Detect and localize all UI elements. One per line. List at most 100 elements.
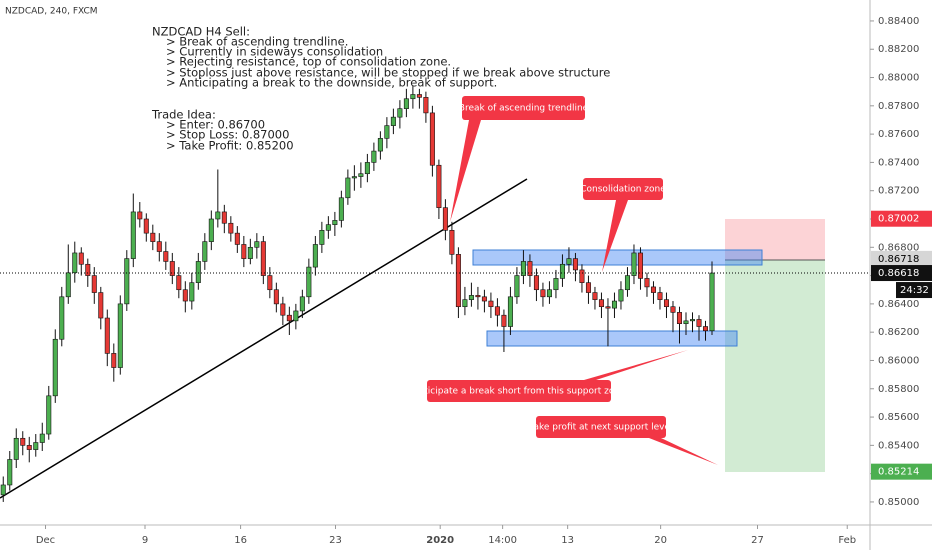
candle-body <box>33 442 39 450</box>
candle-body <box>371 150 377 163</box>
candle-body <box>306 266 312 298</box>
candle-body <box>98 292 104 319</box>
candle-body <box>377 138 383 152</box>
candle-body <box>533 275 539 291</box>
candle-body <box>436 164 442 208</box>
candle-body <box>585 282 591 293</box>
x-tick-label: Feb <box>838 535 856 546</box>
x-tick-label: 2020 <box>426 535 454 546</box>
candle-body <box>91 275 97 293</box>
callout-text: Consolidation zone <box>580 185 666 195</box>
candle-body <box>670 306 676 313</box>
y-tick-label: 0.85600 <box>878 412 919 423</box>
candle-body <box>637 252 643 279</box>
candle-body <box>527 261 533 276</box>
candle-body <box>468 295 474 300</box>
candle-body <box>566 258 572 265</box>
candle-body <box>592 292 598 300</box>
take-profit-label-box <box>871 463 932 480</box>
candle-body <box>20 437 26 446</box>
y-tick-label: 0.87800 <box>878 101 919 112</box>
candle-body <box>169 261 175 276</box>
candle-body <box>228 222 234 234</box>
candle-body <box>273 289 279 305</box>
callout-pointer <box>649 438 718 465</box>
candle-body <box>442 207 448 231</box>
note-line: > Stoploss just above resistance, will b… <box>166 66 610 80</box>
candle-body <box>163 251 169 262</box>
candle-body <box>293 310 299 322</box>
y-tick-label: 0.87600 <box>878 129 919 140</box>
candle-body <box>429 112 435 166</box>
y-tick-label: 0.87400 <box>878 157 919 168</box>
callout-text: Break of ascending trendline <box>459 104 589 114</box>
take-profit-label: 0.85214 <box>878 467 919 478</box>
countdown-box <box>896 282 932 299</box>
candle-body <box>234 232 240 245</box>
candle-body <box>663 299 669 308</box>
candle-body <box>46 395 52 435</box>
candle-body <box>52 338 58 397</box>
candle-body <box>416 94 422 98</box>
candle-body <box>221 211 227 224</box>
candle-body <box>65 272 71 298</box>
note-line: > Take Profit: 0.85200 <box>166 139 294 153</box>
candle-body <box>299 296 305 312</box>
candle-body <box>0 484 6 496</box>
candle-body <box>312 244 318 268</box>
note-line: NZDCAD H4 Sell: <box>152 25 250 39</box>
entry-label: 0.86718 <box>878 254 919 265</box>
candle-body <box>488 300 494 308</box>
y-tick-label: 0.85400 <box>878 440 919 451</box>
candle-body <box>611 300 617 309</box>
callout-box <box>462 96 585 120</box>
candle-body <box>202 241 208 262</box>
candle-body <box>702 326 708 332</box>
candle-body <box>579 269 585 283</box>
candle-body <box>709 272 715 332</box>
candle-body <box>319 230 325 245</box>
candle-body <box>78 252 84 265</box>
callout-text: Anticipate a break short from this suppo… <box>412 387 626 397</box>
candle-body <box>26 445 32 450</box>
candle-body <box>403 98 409 109</box>
x-tick-label: 13 <box>561 535 574 546</box>
y-tick-label: 0.85000 <box>878 497 919 508</box>
callout-pointer <box>602 200 628 272</box>
candle-body <box>494 306 500 316</box>
stop-loss-label: 0.87002 <box>878 214 919 225</box>
candle-body <box>657 292 663 300</box>
profit-zone <box>725 260 825 472</box>
x-tick-label: 20 <box>654 535 667 546</box>
stop-loss-label-box <box>871 210 932 227</box>
candle-body <box>260 241 266 276</box>
candle-body <box>423 97 429 114</box>
note-line: > Currently in sideways consolidation <box>166 45 383 59</box>
note-line: > Anticipating a break to the downside, … <box>166 76 497 90</box>
candle-body <box>241 244 247 259</box>
candle-body <box>507 296 513 327</box>
candle-body <box>624 275 630 291</box>
candle-body <box>85 263 91 276</box>
note-line: > Stop Loss: 0.87000 <box>166 128 289 142</box>
candle-body <box>124 258 130 305</box>
candle-body <box>358 173 364 177</box>
note-line: Trade Idea: <box>151 108 216 122</box>
candle-body <box>351 176 357 179</box>
candle-body <box>195 261 201 283</box>
callout-box <box>536 416 666 438</box>
callout-pointer <box>450 120 481 222</box>
candle-body <box>286 314 292 322</box>
x-tick-label: 9 <box>142 535 148 546</box>
candle-body <box>449 230 455 255</box>
candle-body <box>598 299 604 308</box>
x-tick-label: 16 <box>234 535 247 546</box>
candle-body <box>410 94 416 100</box>
x-tick-label: 23 <box>329 535 342 546</box>
callout-box <box>583 178 663 200</box>
support-zone <box>486 330 738 347</box>
candle-body <box>215 211 221 220</box>
y-tick-label: 0.86000 <box>878 355 919 366</box>
